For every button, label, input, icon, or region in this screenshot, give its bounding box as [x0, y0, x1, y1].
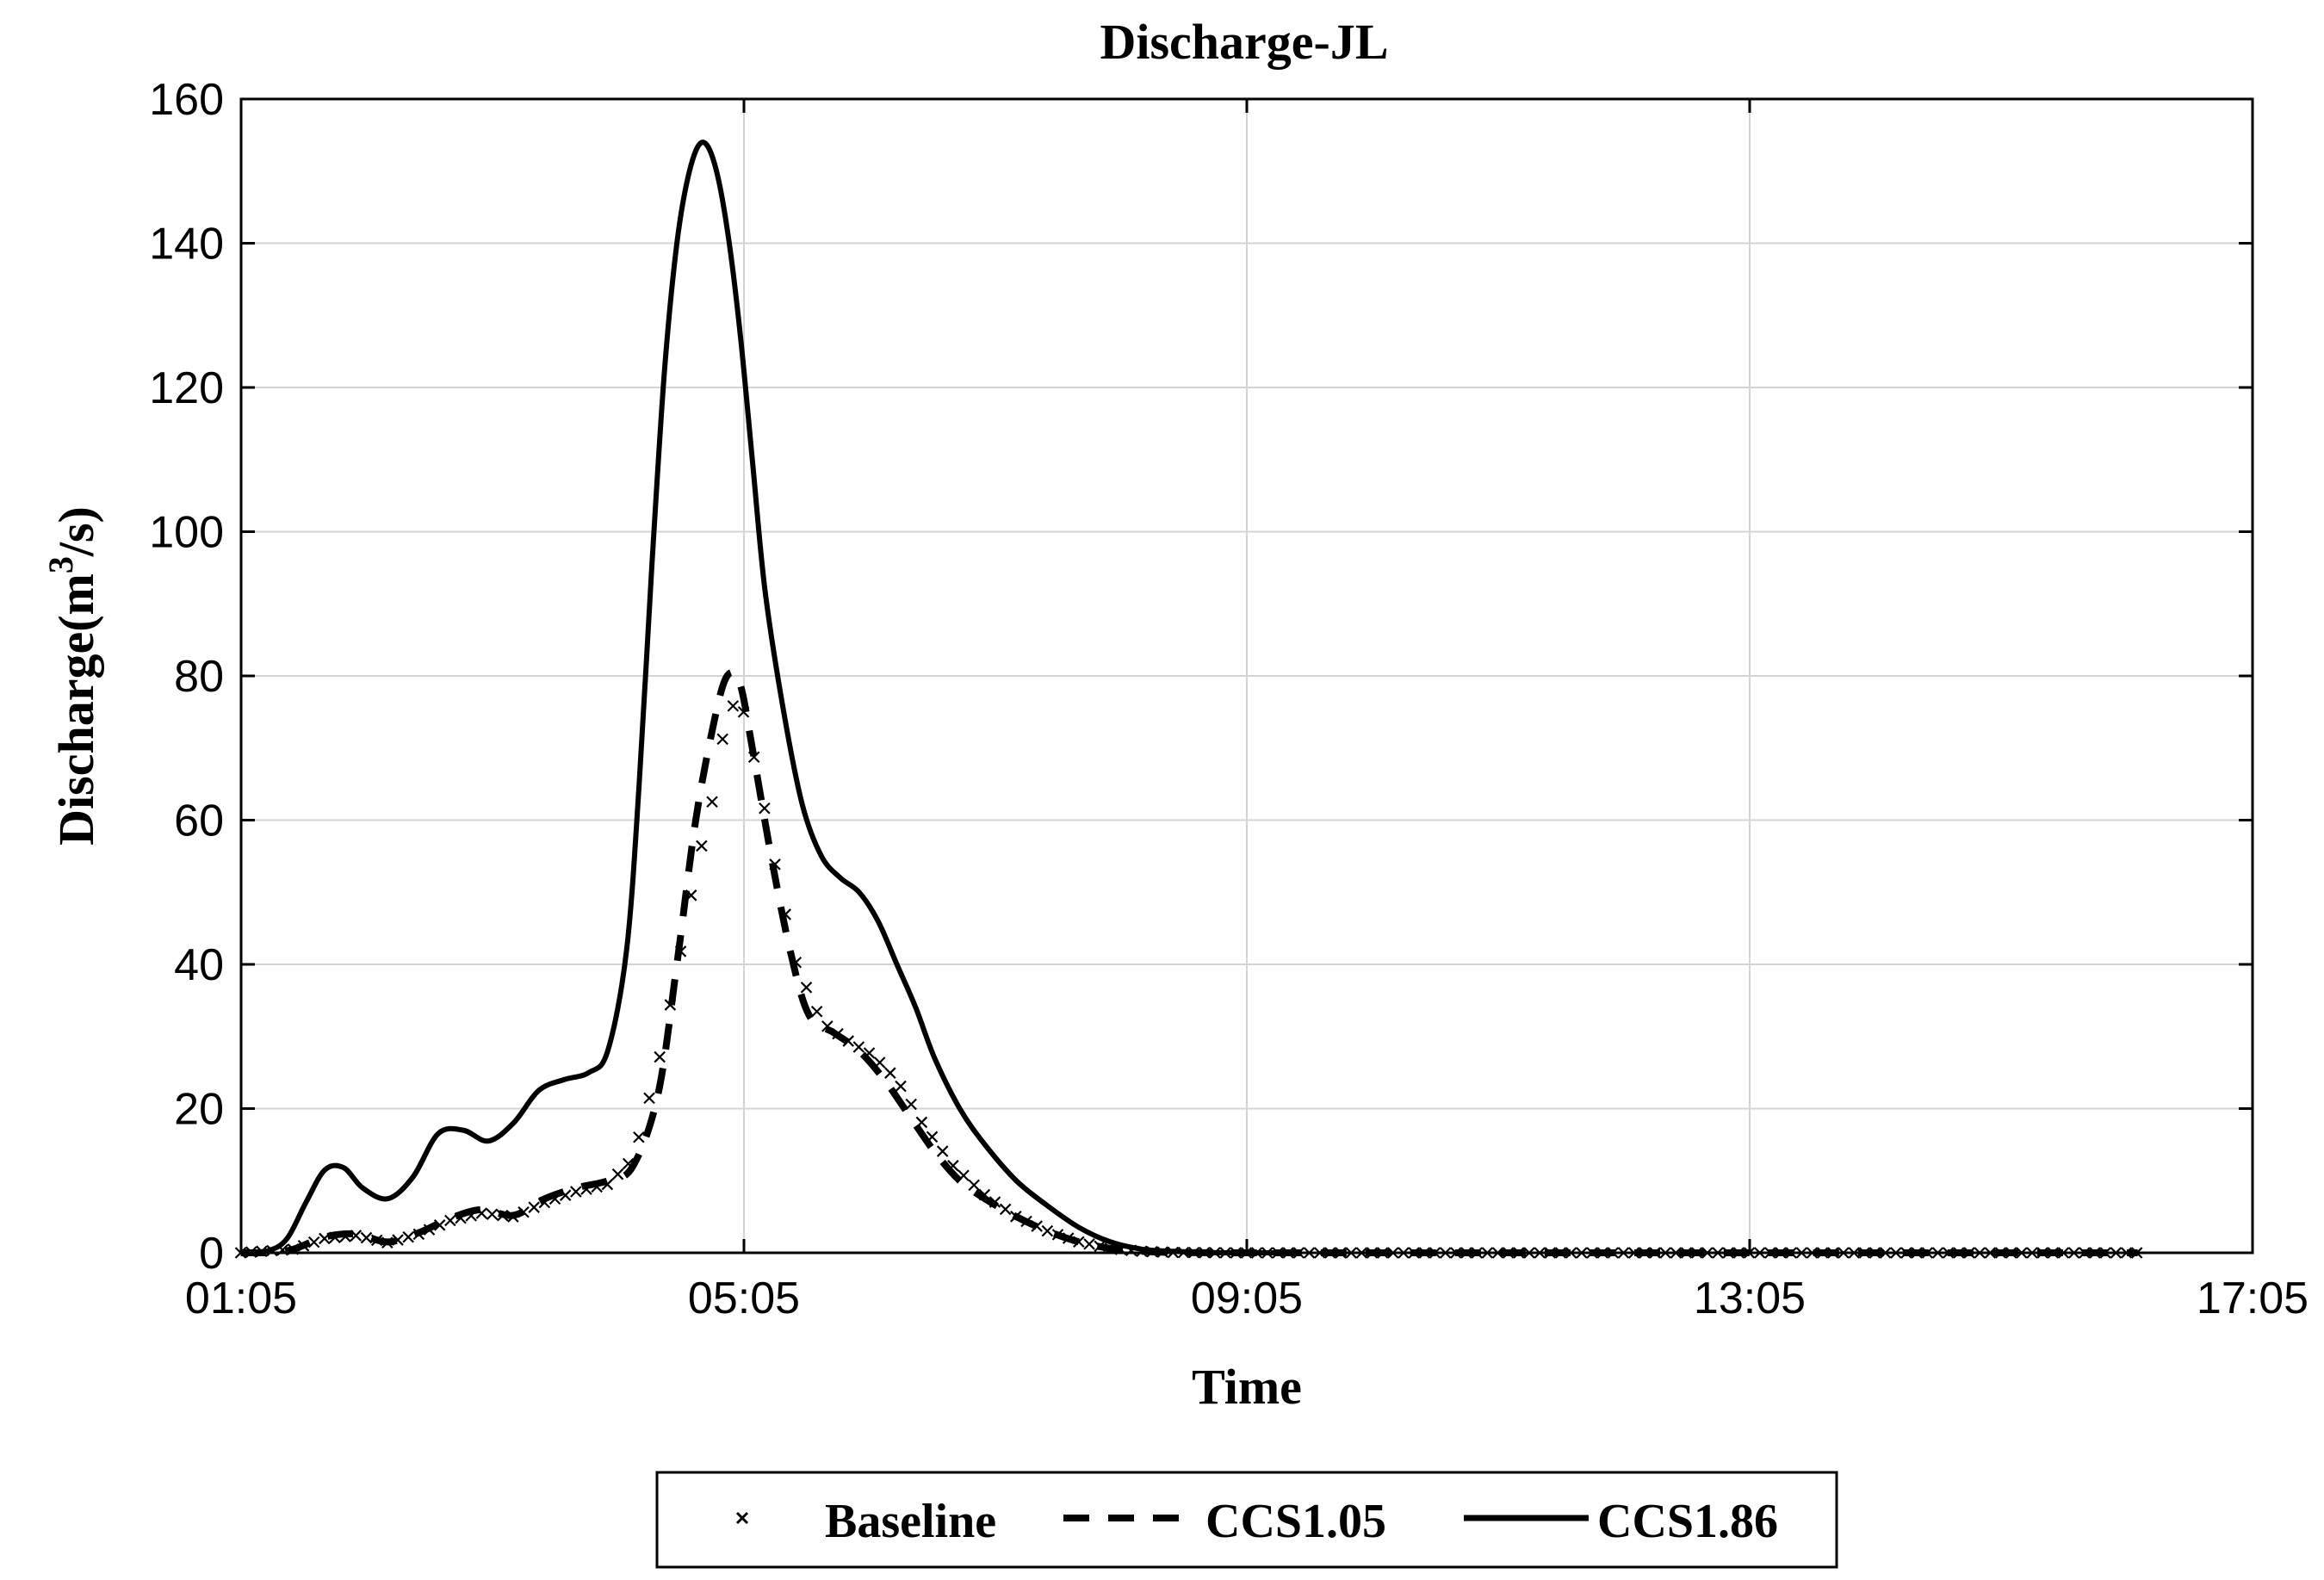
baseline-point [936, 1145, 949, 1157]
baseline-point [1848, 1247, 1860, 1259]
y-tick-label: 20 [174, 1085, 224, 1135]
baseline-point [968, 1179, 980, 1192]
y-tick-label: 140 [149, 220, 224, 270]
baseline-point [999, 1203, 1012, 1216]
baseline-point [800, 982, 813, 994]
baseline-point [1345, 1247, 1357, 1259]
baseline-point [1617, 1247, 1630, 1259]
series-layer [234, 139, 2143, 1259]
baseline-point [1523, 1247, 1535, 1259]
baseline-point [1974, 1247, 1986, 1259]
series-ccs105-line [240, 668, 2138, 1257]
y-axis-label: Discharge(m3/s) [41, 506, 104, 846]
baseline-point [1303, 1247, 1316, 1259]
x-axis-label: Time [1192, 1359, 1302, 1415]
legend: Baseline CCS1.05 CCS1.86 [655, 1471, 1838, 1569]
y-tick-label: 0 [199, 1229, 224, 1279]
baseline-point [884, 1067, 896, 1079]
baseline-point [402, 1230, 414, 1243]
x-tick-label: 13:05 [1694, 1273, 1806, 1323]
baseline-point [895, 1080, 907, 1093]
baseline-point [1931, 1247, 1944, 1259]
y-tick-label: 160 [149, 75, 224, 125]
series-baseline-markers [234, 700, 2143, 1259]
baseline-point [696, 840, 708, 852]
baseline-point [1712, 1247, 1724, 1259]
baseline-point [643, 1092, 655, 1105]
baseline-point [1753, 1247, 1766, 1259]
baseline-point [611, 1168, 624, 1180]
series-ccs186-line [240, 139, 1299, 1256]
legend-box [655, 1471, 1838, 1569]
baseline-point [706, 796, 718, 809]
legend-label-ccs105: CCS1.05 [1205, 1495, 1386, 1548]
baseline-point [2026, 1247, 2038, 1259]
baseline-point [852, 1041, 865, 1053]
x-tick-label: 01:05 [185, 1273, 297, 1323]
y-tick-label: 80 [174, 652, 224, 702]
chart-title: Discharge-JL [1100, 14, 1388, 70]
x-tick-label: 05:05 [688, 1273, 800, 1323]
baseline-point [1659, 1247, 1671, 1259]
baseline-point [1041, 1224, 1054, 1237]
y-tick-label: 100 [149, 508, 224, 558]
baseline-point [360, 1231, 373, 1244]
baseline-point [2067, 1247, 2080, 1259]
baseline-point [759, 802, 771, 815]
y-axis-label-end: /s) [48, 506, 104, 557]
baseline-point [1481, 1247, 1494, 1259]
baseline-point [633, 1131, 645, 1143]
grid-lines [241, 99, 2253, 1253]
legend-label-baseline: Baseline [825, 1495, 996, 1548]
baseline-point [1439, 1247, 1452, 1259]
y-tick-label: 40 [174, 940, 224, 990]
baseline-point [654, 1050, 666, 1063]
baseline-point [570, 1186, 582, 1198]
baseline-point [1890, 1247, 1902, 1259]
y-axis-label-main: Discharge(m [48, 573, 104, 846]
y-axis-label-group: Discharge(m3/s) [41, 506, 104, 846]
baseline-point [486, 1208, 499, 1221]
baseline-point [1795, 1247, 1808, 1259]
baseline-point [444, 1214, 456, 1227]
legend-label-ccs186: CCS1.86 [1597, 1495, 1778, 1548]
y-tick-label: 120 [149, 363, 224, 413]
baseline-point [1576, 1247, 1588, 1259]
baseline-point [810, 1005, 823, 1018]
baseline-point [727, 700, 740, 712]
y-axis-label-superscript: 3 [41, 556, 80, 573]
baseline-point [528, 1201, 540, 1213]
x-tick-label: 17:05 [2197, 1273, 2309, 1323]
baseline-point [1355, 1247, 1368, 1259]
baseline-point [2110, 1247, 2123, 1259]
baseline-point [1534, 1247, 1546, 1259]
y-tick-label: 60 [174, 796, 224, 846]
baseline-point [1083, 1238, 1095, 1250]
legend-marker-baseline [735, 1511, 749, 1525]
x-tick-label: 09:05 [1191, 1273, 1303, 1323]
axis-ticks: 01:05 05:05 09:05 13:05 17:05 0 20 40 60 80 100 120… [149, 75, 2309, 1323]
baseline-point [1397, 1247, 1410, 1259]
baseline-point [1838, 1247, 1850, 1259]
baseline-point [716, 733, 728, 746]
